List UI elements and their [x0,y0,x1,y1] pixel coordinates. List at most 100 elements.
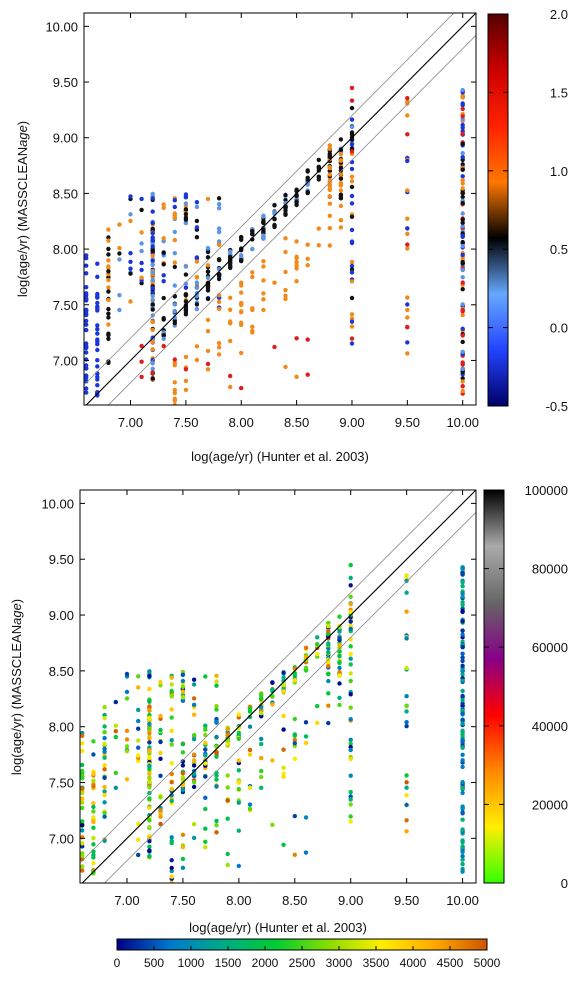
top-data-point [161,333,166,338]
bottom-colorbar-tick-label: 20000 [532,797,568,812]
top-data-point [405,158,410,164]
top-data-point [117,307,122,313]
bottom-data-point [326,691,331,696]
top-data-point [405,231,410,236]
top-data-point [139,267,144,273]
bottom-data-point [203,761,208,766]
bottom-data-point [460,688,465,694]
top-data-point [294,200,299,205]
top-data-point [349,142,355,147]
top-data-point [250,246,255,252]
bottom-data-point [91,842,96,847]
top-y-axis-label: log(age/yr) (MASSCLEANage) [15,121,30,297]
bottom-data-point [303,815,309,820]
bottom-data-point [91,860,96,866]
bottom-data-point [113,785,119,790]
bottom-data-point [315,642,320,647]
bottom-data-point [169,858,174,863]
top-data-point [283,197,288,203]
bottom-data-point [80,868,85,873]
bottom-data-point [348,583,353,588]
bottom-data-point [147,736,152,741]
top-data-point [117,257,122,262]
top-data-point [216,293,222,298]
top-data-point [84,308,89,314]
top-data-point [405,315,410,320]
bottom-data-point [80,796,85,801]
top-data-point [183,281,189,286]
bottom-data-point [326,642,331,647]
bottom-data-point [337,681,342,686]
top-data-point [205,275,211,280]
top-data-point [117,222,122,227]
bottom-data-point [348,602,353,607]
top-data-point [161,273,166,278]
top-data-point [205,249,211,255]
bottom-data-point [102,735,107,741]
bottom-data-point [270,687,275,692]
bottom-horizontal-colorbar-tick-label: 2000 [252,956,279,970]
bottom-data-point [180,856,186,862]
top-data-point [283,249,288,255]
bottom-data-point [214,823,219,828]
bottom-data-point [214,673,219,678]
top-data-point [84,345,89,350]
bottom-data-point [236,758,241,763]
bottom-y-tick-label: 7.00 [49,831,74,846]
top-data-point [128,299,133,304]
top-data-point [272,209,277,215]
top-data-point [117,251,122,256]
top-data-point [161,236,166,241]
bottom-data-point [158,795,163,800]
top-data-point [460,384,465,389]
bottom-data-point [102,814,107,819]
bottom-data-point [460,854,465,859]
top-data-point [161,295,166,301]
bottom-data-point [460,866,465,872]
top-data-point [150,238,155,243]
bottom-data-point [281,713,286,719]
top-data-point [460,223,465,229]
bottom-data-point [404,709,409,714]
top-data-point [150,253,155,258]
bottom-data-point [281,765,286,770]
top-y-tick-label: 9.50 [53,75,78,90]
top-data-point [261,307,266,313]
top-data-point [349,319,355,324]
top-data-point [117,245,122,251]
top-data-point [150,196,155,201]
bottom-data-point [460,602,465,608]
top-data-point [183,309,189,315]
top-data-point [84,256,89,261]
bottom-data-point [102,767,107,772]
top-data-point [228,295,233,300]
bottom-data-point [203,839,208,844]
bottom-reference-lines [80,490,476,883]
top-y-tick-label: 10.00 [45,19,78,34]
top-y-tick-label: 7.50 [53,298,78,313]
top-data-point [172,302,177,307]
top-data-point [460,333,465,338]
bottom-data-point [169,786,174,792]
top-data-point [250,328,255,334]
bottom-data-point [348,756,353,762]
bottom-data-point [147,776,152,781]
bottom-data-point [136,852,141,858]
bottom-data-point [158,683,163,688]
bottom-data-point [259,736,264,742]
bottom-data-point [180,865,186,870]
top-x-axis-label: log(age/yr) (Hunter et al. 2003) [191,449,369,464]
bottom-data-point [203,795,208,800]
bottom-y-tick-label: 10.00 [41,496,74,511]
bottom-data-point [337,636,342,641]
bottom-data-point [225,773,230,778]
top-data-point [349,259,355,265]
top-data-point [216,242,222,247]
top-data-point [150,361,155,366]
top-data-point [239,350,244,356]
bottom-data-point [124,689,130,695]
top-data-point [216,276,222,282]
bottom-data-point [80,733,85,738]
top-data-point [128,212,133,217]
top-data-point [128,259,133,264]
